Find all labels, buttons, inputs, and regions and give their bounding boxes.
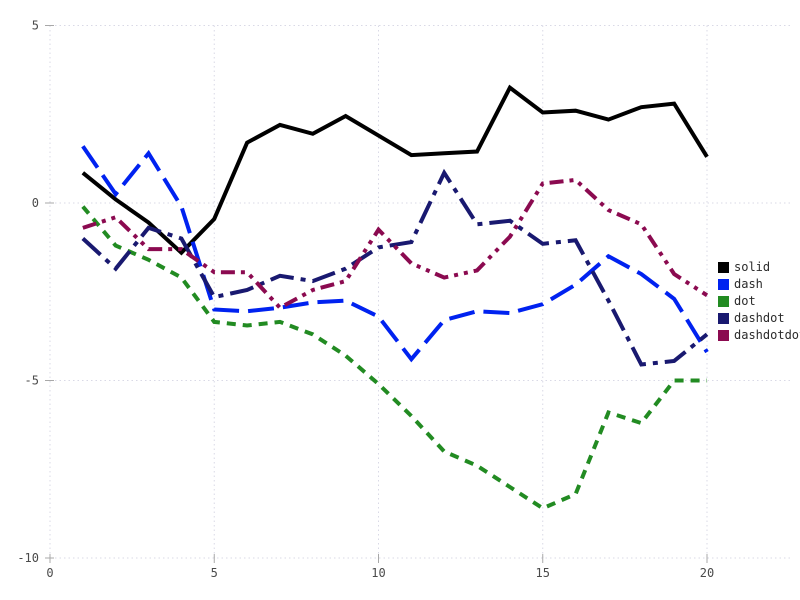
legend-label-solid: solid — [734, 260, 771, 274]
series-line-dash — [81, 145, 709, 363]
y-tick-label: -5 — [25, 374, 39, 388]
legend-swatch-dashdotdot — [718, 330, 729, 341]
legend-item-dashdot: dashdot — [718, 310, 800, 327]
legend-swatch-solid — [718, 262, 729, 273]
y-tick-label: 0 — [32, 196, 39, 210]
x-tick-label: 5 — [211, 566, 218, 580]
series-line-dashdotdot — [82, 177, 709, 311]
legend-item-dashdotdot: dashdotdot — [718, 327, 800, 344]
legend-swatch-dashdot — [718, 313, 729, 324]
series-line-dot — [81, 205, 707, 511]
legend-item-dash: dash — [718, 276, 800, 293]
legend-label-dashdotdot: dashdotdot — [734, 328, 800, 342]
legend-label-dash: dash — [734, 277, 763, 291]
legend-swatch-dash — [718, 279, 729, 290]
legend-item-dot: dot — [718, 293, 800, 310]
legend-swatch-dot — [718, 296, 729, 307]
series-line-solid — [81, 84, 709, 256]
x-tick-label: 15 — [536, 566, 550, 580]
legend: solid dash dot dashdot dashdotdot — [718, 259, 800, 344]
x-tick-label: 10 — [371, 566, 385, 580]
series-line-dashdot — [81, 168, 709, 367]
x-tick-label: 20 — [700, 566, 714, 580]
y-tick-label: -10 — [17, 551, 39, 565]
y-tick-label: 5 — [32, 19, 39, 33]
legend-item-solid: solid — [718, 259, 800, 276]
legend-label-dashdot: dashdot — [734, 311, 785, 325]
x-tick-label: 0 — [46, 566, 53, 580]
legend-label-dot: dot — [734, 294, 756, 308]
